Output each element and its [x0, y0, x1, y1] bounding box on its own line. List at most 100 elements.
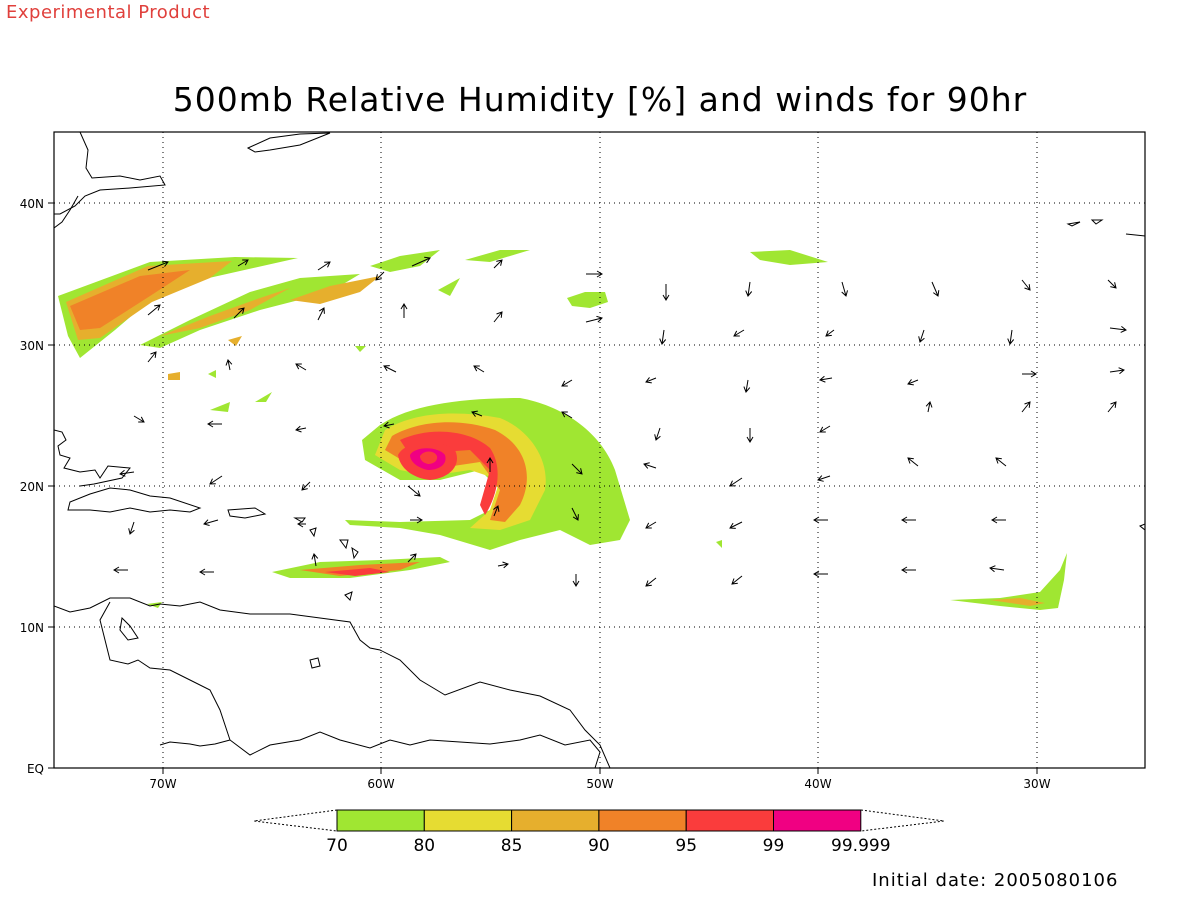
- wind-arrow: [746, 428, 754, 443]
- experimental-product-label: Experimental Product: [6, 2, 211, 23]
- wind-arrow: [493, 505, 500, 517]
- lat-label-30n: 30N: [20, 339, 44, 353]
- wind-arrow: [572, 574, 580, 587]
- wind-arrow: [995, 457, 1007, 467]
- colorbar-label: 99: [763, 836, 785, 856]
- wind-arrow: [819, 375, 833, 383]
- wind-arrow: [1109, 367, 1125, 375]
- lat-label-40n: 40N: [20, 197, 44, 211]
- wind-arrow: [486, 457, 494, 472]
- colorbar-swatch: [336, 809, 425, 832]
- lat-label-10n: 10N: [20, 621, 44, 635]
- wind-arrow: [147, 304, 161, 316]
- wind-arrow: [147, 260, 169, 271]
- wind-arrow: [1021, 401, 1031, 413]
- colorbar-label: 95: [675, 836, 697, 856]
- wind-arrow: [571, 463, 583, 475]
- wind-arrow: [585, 315, 603, 323]
- lat-lon-grid: [54, 132, 1145, 768]
- colorbar-swatch: [685, 809, 775, 832]
- colorbar-swatch: [773, 809, 862, 832]
- lon-label-50w: 50W: [586, 777, 613, 791]
- wind-arrow: [918, 329, 925, 343]
- wind-arrow: [119, 469, 135, 477]
- lon-label-60w: 60W: [367, 777, 394, 791]
- wind-arrow: [745, 281, 753, 297]
- wind-arrow: [411, 256, 431, 267]
- wind-arrow: [199, 568, 214, 576]
- wind-arrow: [733, 329, 745, 337]
- wind-arrow: [729, 477, 743, 487]
- wind-arrow: [407, 485, 421, 497]
- wind-arrow: [925, 401, 933, 413]
- map-title: 500mb Relative Humidity [%] and winds fo…: [172, 80, 1028, 119]
- humidity-east-band: [950, 553, 1067, 610]
- wind-arrow: [383, 365, 397, 373]
- map-plot-area: [54, 132, 1145, 768]
- colorbar-label: 90: [588, 836, 610, 856]
- wind-arrow: [407, 553, 417, 563]
- wind-arrow: [113, 566, 128, 574]
- wind-arrow: [645, 521, 657, 529]
- humidity-small-patches: [147, 250, 828, 608]
- humidity-cyclone-spiral: [345, 398, 630, 550]
- wind-arrow: [209, 475, 223, 485]
- wind-arrow: [497, 561, 509, 569]
- wind-arrow: [907, 457, 919, 467]
- wind-arrow: [311, 553, 319, 567]
- colorbar-label: 85: [501, 836, 523, 856]
- wind-arrow: [561, 411, 573, 419]
- wind-arrow: [128, 521, 135, 535]
- wind-arrow: [907, 379, 919, 386]
- wind-arrow: [991, 516, 1006, 524]
- lon-label-30w: 30W: [1023, 777, 1050, 791]
- axis-ticks: [48, 202, 1038, 774]
- wind-arrow: [813, 570, 828, 578]
- wind-arrow: [586, 270, 603, 278]
- colorbar-swatch: [423, 809, 513, 832]
- humidity-antilles-band: [272, 557, 450, 578]
- wind-arrow: [237, 259, 249, 267]
- lon-label-40w: 40W: [804, 777, 831, 791]
- colorbar-swatch: [511, 809, 600, 832]
- wind-arrow: [813, 516, 828, 524]
- colorbar-left-arrow: [253, 809, 338, 832]
- wind-arrow: [471, 410, 483, 417]
- wind-arrow: [901, 516, 916, 524]
- colorbar-swatch: [598, 809, 687, 832]
- wind-arrow: [743, 379, 751, 393]
- colorbar-label: 80: [413, 836, 435, 856]
- wind-arrow: [571, 507, 579, 521]
- wind-arrow: [493, 311, 503, 323]
- wind-arrow: [1007, 329, 1015, 345]
- humidity-band-northwest: [58, 250, 530, 358]
- initial-date: Initial date: 2005080106: [872, 870, 1119, 891]
- wind-arrow: [659, 329, 667, 345]
- wind-arrow: [301, 481, 311, 491]
- wind-arrow: [561, 379, 573, 387]
- wind-arrow: [901, 566, 916, 574]
- colorbar-right-arrow: [860, 809, 945, 832]
- wind-arrow: [1109, 326, 1127, 333]
- wind-arrow: [931, 281, 940, 297]
- lon-label-70w: 70W: [149, 777, 176, 791]
- wind-arrow: [203, 519, 219, 526]
- wind-arrow: [410, 516, 423, 524]
- wind-arrow: [645, 577, 657, 587]
- wind-arrow: [207, 420, 222, 428]
- wind-arrow: [645, 377, 657, 384]
- wind-arrow: [317, 261, 331, 271]
- colorbar-label: 99.999: [831, 836, 890, 856]
- wind-arrow: [1021, 279, 1031, 291]
- wind-arrow: [825, 329, 835, 337]
- wind-arrow: [731, 575, 743, 585]
- wind-arrow: [841, 281, 848, 297]
- colorbar: 70 80 85 90 95 99 99.999: [253, 809, 945, 856]
- wind-arrow: [654, 427, 661, 441]
- wind-arrow: [1022, 370, 1037, 378]
- wind-arrow: [493, 259, 503, 269]
- wind-arrow: [383, 421, 395, 429]
- wind-arrow: [295, 363, 307, 371]
- wind-vectors: [113, 256, 1127, 587]
